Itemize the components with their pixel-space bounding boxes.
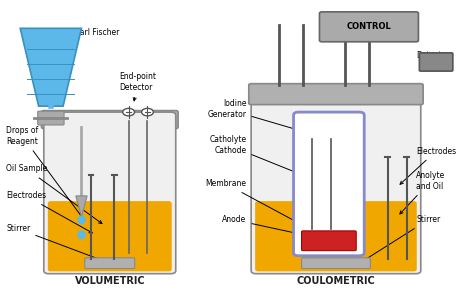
Text: VOLUMETRIC: VOLUMETRIC	[74, 276, 145, 286]
Polygon shape	[76, 196, 87, 217]
FancyBboxPatch shape	[301, 231, 356, 251]
Text: Detector: Detector	[416, 51, 449, 60]
FancyBboxPatch shape	[319, 12, 419, 42]
FancyBboxPatch shape	[249, 84, 423, 104]
Ellipse shape	[123, 108, 135, 116]
Text: CONTROL: CONTROL	[346, 22, 392, 31]
Text: End-point
Detector: End-point Detector	[119, 72, 156, 101]
FancyBboxPatch shape	[85, 258, 135, 268]
Ellipse shape	[78, 231, 85, 239]
Text: Anolyte
and Oil: Anolyte and Oil	[400, 171, 445, 214]
Text: Burette with Karl Fischer
Reagent: Burette with Karl Fischer Reagent	[25, 27, 119, 65]
FancyBboxPatch shape	[251, 88, 421, 274]
Text: Drops of
Reagent: Drops of Reagent	[6, 126, 84, 220]
Text: Catholyte
Cathode: Catholyte Cathode	[210, 135, 313, 180]
FancyBboxPatch shape	[48, 202, 171, 271]
FancyBboxPatch shape	[301, 258, 370, 268]
Text: Anode: Anode	[222, 215, 328, 241]
FancyBboxPatch shape	[41, 111, 178, 129]
Polygon shape	[20, 28, 82, 106]
FancyBboxPatch shape	[37, 111, 64, 125]
Text: Membrane: Membrane	[205, 179, 326, 237]
Ellipse shape	[142, 108, 154, 116]
Text: Electrodes: Electrodes	[400, 146, 456, 184]
Ellipse shape	[78, 216, 85, 223]
Text: Electrodes: Electrodes	[6, 191, 92, 233]
FancyBboxPatch shape	[419, 53, 453, 71]
FancyBboxPatch shape	[293, 112, 364, 256]
Text: COULOMETRIC: COULOMETRIC	[297, 276, 375, 286]
Text: Stirrer: Stirrer	[363, 215, 440, 261]
FancyBboxPatch shape	[44, 112, 176, 274]
FancyBboxPatch shape	[256, 202, 416, 271]
Text: Iodine
Generator: Iodine Generator	[208, 99, 325, 139]
Text: Oil Sample: Oil Sample	[6, 165, 102, 223]
Text: Stirrer: Stirrer	[6, 224, 106, 262]
